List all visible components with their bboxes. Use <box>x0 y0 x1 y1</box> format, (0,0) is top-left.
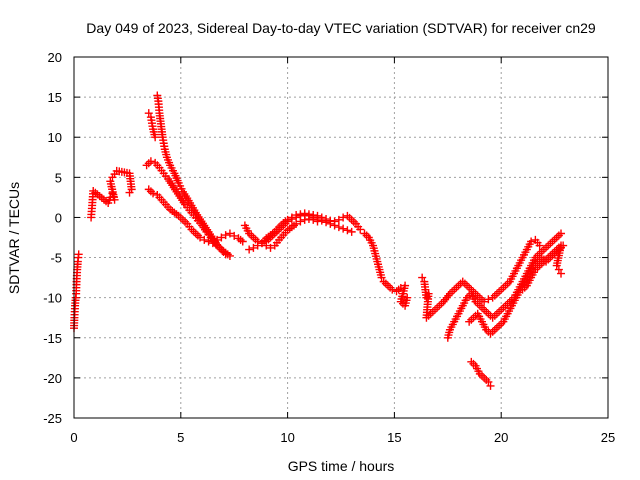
data-point <box>554 265 563 274</box>
series-early-rise <box>87 166 136 222</box>
series-late-e <box>518 241 566 294</box>
y-tick-label: -5 <box>50 251 62 266</box>
data-point <box>225 229 234 238</box>
data-point <box>347 227 356 236</box>
data-point <box>317 213 326 222</box>
data-point <box>330 217 339 226</box>
data-point <box>213 235 222 244</box>
data-point <box>253 241 262 250</box>
data-point <box>557 229 566 238</box>
data-point <box>221 231 230 240</box>
x-tick-label: 10 <box>280 430 294 445</box>
data-point <box>300 215 309 224</box>
x-tick-label: 25 <box>601 430 615 445</box>
data-point <box>326 216 335 225</box>
plot-frame <box>73 56 609 419</box>
y-axis-label: SDTVAR / TECUs <box>6 182 22 294</box>
data-point <box>151 133 160 142</box>
data-point <box>144 109 153 118</box>
data-point <box>74 250 83 259</box>
data-point <box>200 235 209 244</box>
data-point <box>217 233 226 242</box>
data-point <box>484 295 493 304</box>
data-point <box>238 237 247 246</box>
data-point <box>422 293 431 302</box>
x-tick-label: 20 <box>494 430 508 445</box>
y-tick-label: 20 <box>48 50 62 65</box>
data-point <box>356 225 365 234</box>
grid <box>73 56 609 419</box>
data-point <box>484 377 493 386</box>
series-peak-lower <box>144 185 247 248</box>
series-mid-band-c <box>262 215 322 252</box>
data-point <box>287 213 296 222</box>
data-point <box>418 273 427 282</box>
y-tick-labels: -25 -20 -15 -10 -5 0 5 10 15 20 <box>43 50 62 426</box>
data-point <box>292 211 301 220</box>
x-tick-label: 5 <box>177 430 184 445</box>
data-point <box>196 233 205 242</box>
data-point <box>377 273 386 282</box>
y-tick-label: -15 <box>43 331 62 346</box>
y-tick-label: 0 <box>55 210 62 225</box>
x-tick-label: 0 <box>70 430 77 445</box>
data-point <box>149 189 158 198</box>
data-point <box>535 241 544 250</box>
y-tick-label: 15 <box>48 90 62 105</box>
series-peak-mid <box>142 157 234 260</box>
data-point <box>230 231 239 240</box>
series-mid-band-b <box>245 209 365 254</box>
data-point <box>249 243 258 252</box>
x-axis-label: GPS time / hours <box>288 458 395 474</box>
data-point <box>283 215 292 224</box>
data-point <box>343 226 352 235</box>
data-point <box>322 215 331 224</box>
x-tick-labels: 0 5 10 15 20 25 <box>70 430 615 445</box>
y-tick-label: -20 <box>43 371 62 386</box>
x-tick-label: 15 <box>387 430 401 445</box>
data-point <box>403 293 412 302</box>
data-point <box>527 237 536 246</box>
series-peak-upper <box>144 91 230 259</box>
data-marks <box>70 91 568 390</box>
data-point <box>334 215 343 224</box>
data-point <box>480 297 489 306</box>
data-point <box>125 188 134 197</box>
y-tick-label: 5 <box>55 170 62 185</box>
series-late-a <box>418 235 544 322</box>
series-late-d <box>467 357 495 390</box>
data-point <box>339 224 348 233</box>
data-point <box>262 241 271 250</box>
series-start-low <box>70 250 83 333</box>
data-point <box>292 219 301 228</box>
series-drop <box>360 229 412 310</box>
data-point <box>313 217 322 226</box>
data-point <box>296 217 305 226</box>
data-point <box>334 223 343 232</box>
y-tick-label: 10 <box>48 130 62 145</box>
data-point <box>245 245 254 254</box>
data-point <box>552 261 561 270</box>
data-point <box>486 381 495 390</box>
y-tick-label: -25 <box>43 411 62 426</box>
data-point <box>266 243 275 252</box>
data-point <box>225 251 234 260</box>
chart-title: Day 049 of 2023, Sidereal Day-to-day VTE… <box>86 20 596 36</box>
data-point <box>296 210 305 219</box>
y-tick-label: -10 <box>43 291 62 306</box>
data-point <box>557 269 566 278</box>
data-point <box>304 215 313 224</box>
data-point <box>106 177 115 186</box>
data-point <box>146 157 155 166</box>
data-point <box>309 215 318 224</box>
